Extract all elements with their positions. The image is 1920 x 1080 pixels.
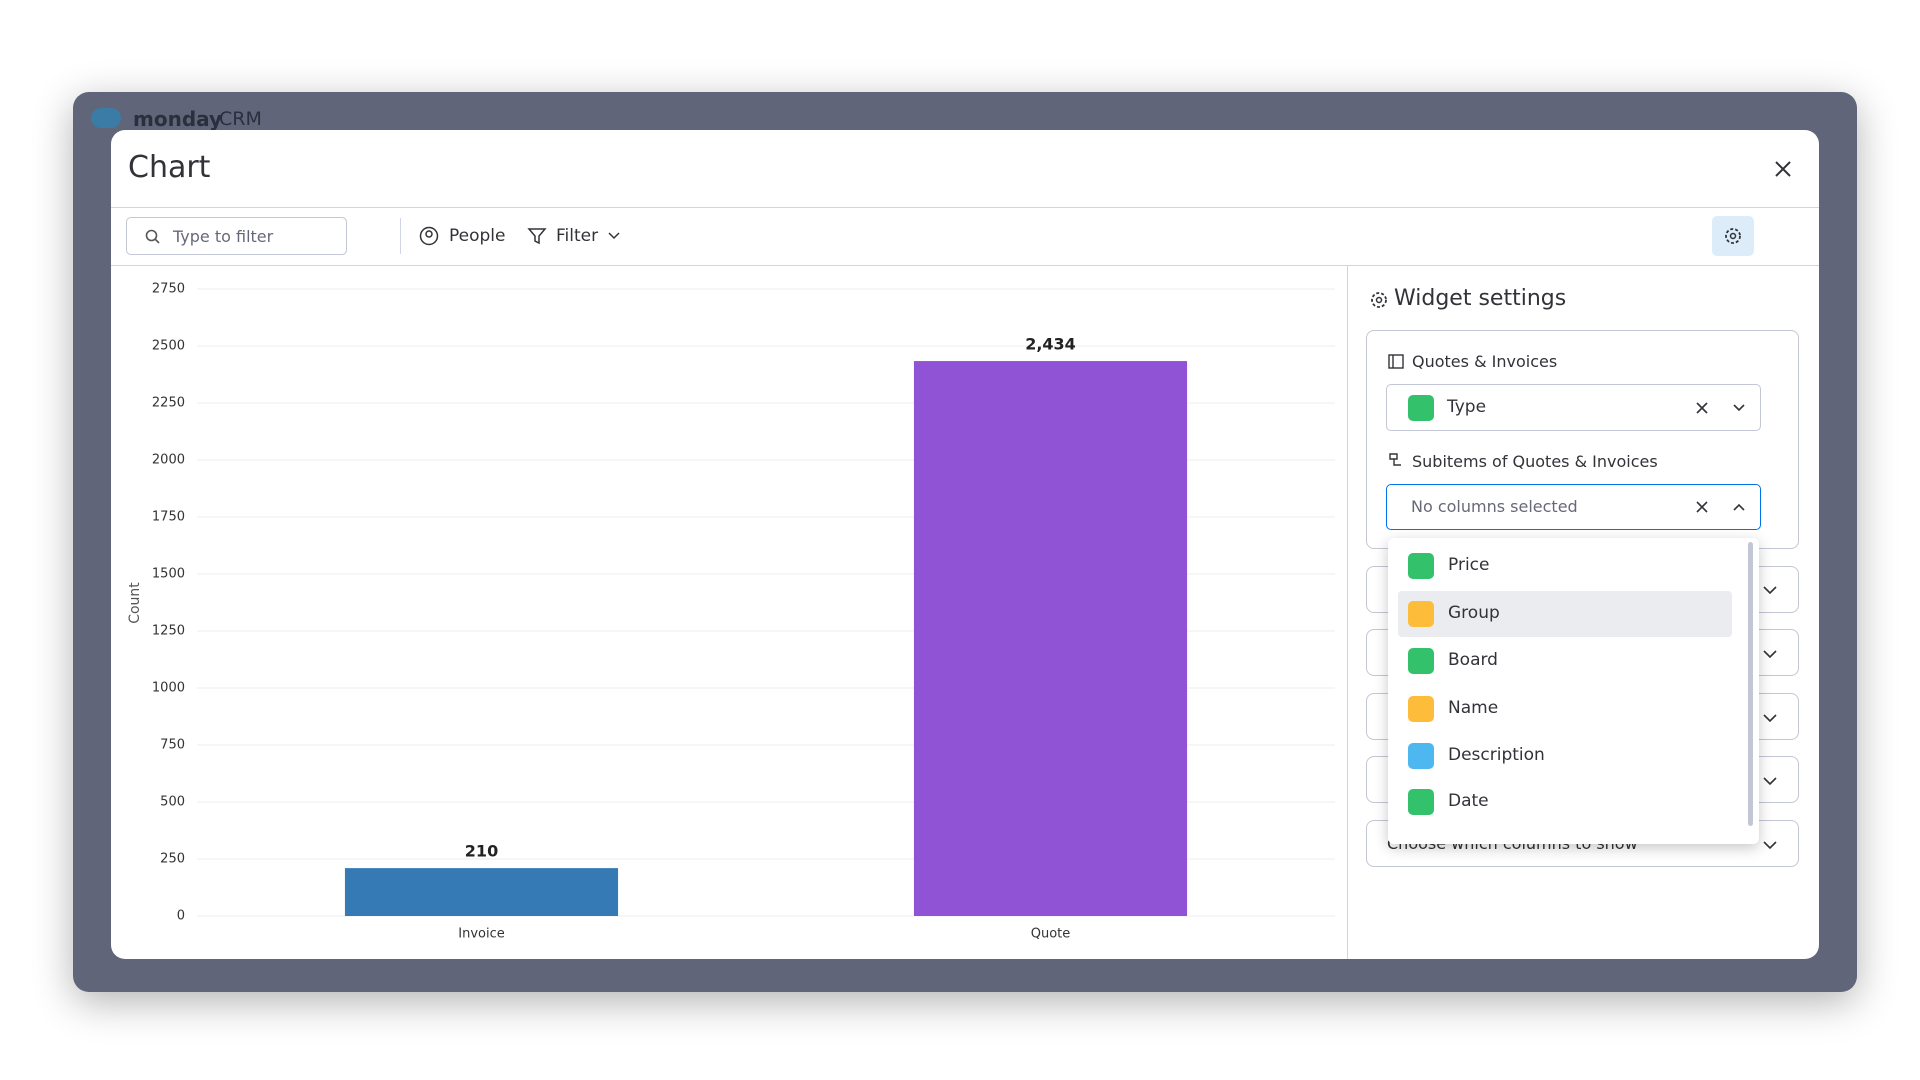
y-tick-label: 2750 [152,282,185,297]
filter-placeholder: Type to filter [173,227,274,246]
y-tick-label: 1250 [152,624,185,639]
y-tick-label: 2000 [152,453,185,468]
filter-input[interactable]: Type to filter [126,217,347,255]
y-tick-label: 750 [160,738,185,753]
value-label: 210 [465,842,498,861]
filter-button[interactable]: Filter [556,226,599,246]
brand: monday [133,107,223,131]
x-tick-label: Quote [1031,927,1071,942]
divider [111,265,1819,266]
settings-icon [1371,292,1387,308]
product: CRM [219,108,262,130]
board-select[interactable]: Type [1386,384,1761,431]
y-tick-label: 250 [160,852,185,867]
y-tick-label: 1750 [152,510,185,525]
modal-title: Chart [128,150,211,185]
board-label: Quotes & Invoices [1412,352,1558,371]
people-icon [419,226,439,246]
y-tick-label: 1000 [152,681,185,696]
y-axis-label: Count [127,582,143,624]
settings-title: Widget settings [1394,286,1567,311]
x-tick-label: Invoice [458,927,504,942]
filter-chevron[interactable] [607,230,621,242]
option-label: Date [1448,791,1489,811]
subitems-label: Subitems of Quotes & Invoices [1412,452,1658,471]
y-tick-label: 2250 [152,396,185,411]
settings-toggle[interactable] [1712,216,1754,256]
value-label: 2,434 [1025,335,1076,354]
dropdown-menu [1388,538,1759,844]
option[interactable]: Name [1398,686,1732,732]
bar [344,868,619,916]
option[interactable]: Group [1398,591,1732,637]
option-label: Group [1448,603,1500,623]
option[interactable]: Price [1398,543,1732,589]
option-label: Board [1448,650,1498,670]
subitems-placeholder: No columns selected [1411,497,1578,516]
subitems-select[interactable]: No columns selected [1386,484,1761,530]
bar [913,361,1188,917]
y-tick-label: 0 [177,909,185,924]
option-label: Description [1448,745,1545,765]
board-value: Type [1447,397,1487,417]
option-label: Name [1448,698,1499,718]
y-tick-label: 1500 [152,567,185,582]
option[interactable]: Description [1398,733,1732,779]
option[interactable]: Date [1398,779,1732,825]
option[interactable]: Board [1398,638,1732,684]
filter-icon [527,228,547,245]
y-tick-label: 2500 [152,339,185,354]
divider [111,207,1819,208]
people-button[interactable]: People [449,226,506,246]
logo [91,108,121,128]
option-label: Price [1448,555,1490,575]
y-tick-label: 500 [160,795,185,810]
chart: Count 0 250 500 750 1000 1250 1500 1750 2000 2250… [127,282,1335,942]
close-button[interactable] [1774,160,1792,178]
